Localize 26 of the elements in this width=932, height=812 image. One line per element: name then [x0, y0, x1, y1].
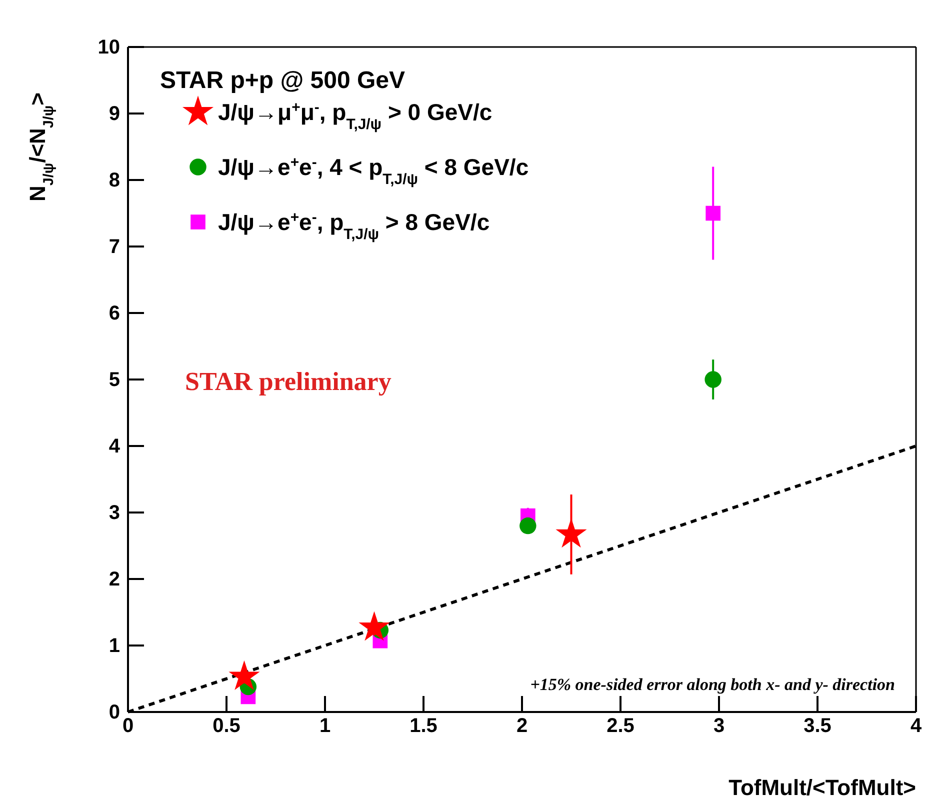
- annotation: STAR preliminary: [185, 367, 392, 396]
- y-tick-label: 0: [108, 701, 120, 724]
- legend-label: J/ψ→e$^{+}$e$^{-}$, p$_{T,J/ψ}$ > 8 GeV/c: [218, 208, 490, 242]
- y-tick-label: 7: [108, 236, 120, 258]
- x-tick-label: 1.5: [410, 715, 438, 738]
- y-tick-label: 1: [108, 634, 120, 657]
- y-tick-label: 4: [108, 435, 121, 458]
- x-axis-title: TofMult/<TofMult>: [728, 775, 916, 800]
- y-tick-label: 8: [108, 169, 120, 192]
- text: STAR p+p @ 500 GeV: [160, 67, 406, 94]
- x-tick-label: 4: [910, 715, 922, 738]
- x-tick-label: 3: [713, 715, 725, 738]
- y-tick-label: 6: [108, 302, 120, 324]
- y-tick-label: 9: [108, 102, 120, 125]
- annotation: +15% one-sided error along both x- and y- direction: [530, 675, 895, 694]
- y-tick-label: 2: [108, 568, 120, 590]
- x-tick-label: 3.5: [804, 715, 832, 738]
- x-tick-label: 0.5: [212, 715, 240, 738]
- x-tick-label: 2: [516, 715, 528, 738]
- legend-label: J/ψ→μ$^{+}$μ$^{-}$, p$_{T,J/ψ}$ > 0 GeV/c: [218, 98, 492, 132]
- x-tick-label: 2.5: [606, 715, 634, 738]
- y-tick-label: 3: [108, 502, 120, 524]
- y-tick-label: 10: [98, 36, 120, 58]
- x-tick-label: 1: [319, 715, 331, 738]
- legend-label: J/ψ→e$^{+}$e$^{-}$, 4 < p$_{T,J/ψ}$ < 8 GeV/c: [218, 154, 529, 188]
- y-tick-label: 5: [108, 368, 120, 391]
